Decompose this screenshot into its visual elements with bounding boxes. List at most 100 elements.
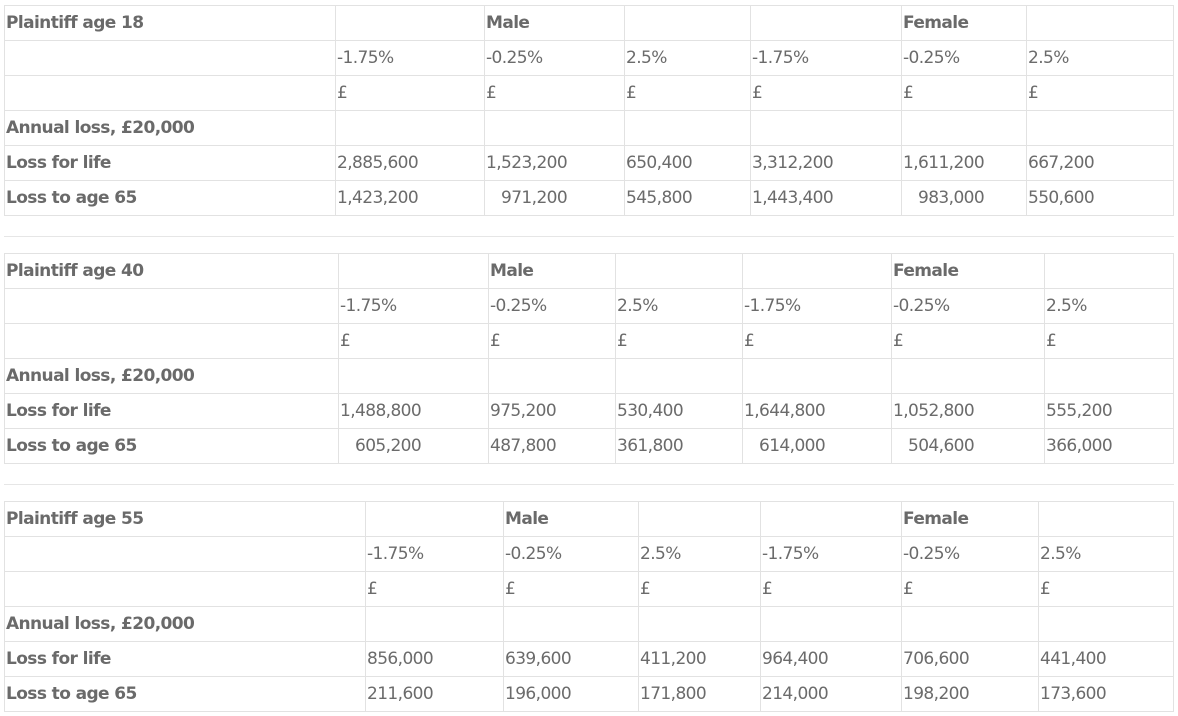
table-row: Loss to age 65 211,600 196,000 171,800 2…	[4, 676, 1174, 712]
value-cell: 214,000	[760, 676, 902, 712]
male-group-header: Male	[488, 253, 616, 289]
value-cell: 196,000	[503, 676, 639, 712]
table-title: Plaintiff age 18	[4, 5, 336, 41]
table-row: Annual loss, £20,000	[4, 606, 1174, 642]
value-cell	[760, 606, 902, 642]
empty-cell	[338, 253, 489, 289]
empty-cell	[335, 5, 485, 41]
value-cell	[338, 358, 489, 394]
rate-cell: -1.75%	[365, 536, 504, 572]
value-cell	[1038, 606, 1174, 642]
table-divider	[4, 484, 1174, 485]
female-group-header: Female	[891, 253, 1045, 289]
empty-cell	[4, 40, 336, 76]
value-cell: 411,200	[638, 641, 761, 677]
value-cell: 1,423,200	[335, 180, 485, 216]
value-cell	[615, 358, 743, 394]
value-cell	[891, 358, 1045, 394]
row-label: Loss for life	[4, 145, 336, 181]
male-group-header: Male	[484, 5, 625, 41]
currency-cell: £	[484, 75, 625, 111]
empty-cell	[615, 253, 743, 289]
value-cell: 706,600	[901, 641, 1039, 677]
rate-row: -1.75% -0.25% 2.5% -1.75% -0.25% 2.5%	[4, 536, 1174, 572]
table-title: Plaintiff age 40	[4, 253, 339, 289]
value-cell	[484, 110, 625, 146]
row-label: Loss to age 65	[4, 180, 336, 216]
empty-cell	[4, 75, 336, 111]
row-label: Loss to age 65	[4, 676, 366, 712]
empty-cell	[4, 323, 339, 359]
rate-row: -1.75% -0.25% 2.5% -1.75% -0.25% 2.5%	[4, 40, 1174, 76]
value-cell: 614,000	[742, 428, 892, 464]
currency-cell: £	[1026, 75, 1174, 111]
value-cell	[365, 606, 504, 642]
row-label: Loss for life	[4, 393, 339, 429]
value-cell: 983,000	[901, 180, 1027, 216]
rate-cell: -1.75%	[338, 288, 489, 324]
currency-cell: £	[615, 323, 743, 359]
rate-cell: 2.5%	[615, 288, 743, 324]
value-cell: 650,400	[624, 145, 751, 181]
value-cell: 173,600	[1038, 676, 1174, 712]
rate-cell: -0.25%	[901, 536, 1039, 572]
value-cell: 856,000	[365, 641, 504, 677]
rate-cell: -0.25%	[503, 536, 639, 572]
currency-cell: £	[760, 571, 902, 607]
empty-cell	[638, 501, 761, 537]
value-cell	[750, 110, 902, 146]
empty-cell	[624, 5, 751, 41]
empty-cell	[1026, 5, 1174, 41]
empty-cell	[1038, 501, 1174, 537]
currency-cell: £	[1044, 323, 1174, 359]
rate-row: -1.75% -0.25% 2.5% -1.75% -0.25% 2.5%	[4, 288, 1174, 324]
table-title-row: Plaintiff age 18 Male Female	[4, 5, 1174, 41]
table-row: Loss for life 856,000 639,600 411,200 96…	[4, 641, 1174, 677]
loss-table-age-18: Plaintiff age 18 Male Female -1.75% -0.2…	[4, 5, 1174, 216]
value-cell: 3,312,200	[750, 145, 902, 181]
row-label: Loss for life	[4, 641, 366, 677]
loss-table-age-55: Plaintiff age 55 Male Female -1.75% -0.2…	[4, 501, 1174, 712]
table-row: Loss to age 65 1,423,200 971,200 545,800…	[4, 180, 1174, 216]
table-row: Annual loss, £20,000	[4, 358, 1174, 394]
value-cell: 975,200	[488, 393, 616, 429]
value-cell: 545,800	[624, 180, 751, 216]
value-cell: 971,200	[484, 180, 625, 216]
value-cell: 171,800	[638, 676, 761, 712]
empty-cell	[760, 501, 902, 537]
value-cell: 2,885,600	[335, 145, 485, 181]
value-cell	[1026, 110, 1174, 146]
value-cell	[742, 358, 892, 394]
rate-cell: -1.75%	[335, 40, 485, 76]
rate-cell: -1.75%	[742, 288, 892, 324]
row-label: Annual loss, £20,000	[4, 110, 336, 146]
value-cell: 964,400	[760, 641, 902, 677]
value-cell	[1044, 358, 1174, 394]
currency-cell: £	[901, 571, 1039, 607]
empty-cell	[4, 536, 366, 572]
currency-row: £ £ £ £ £ £	[4, 75, 1174, 111]
currency-cell: £	[503, 571, 639, 607]
value-cell: 667,200	[1026, 145, 1174, 181]
value-cell	[624, 110, 751, 146]
table-divider	[4, 236, 1174, 237]
rate-cell: -1.75%	[750, 40, 902, 76]
currency-cell: £	[1038, 571, 1174, 607]
rate-cell: -0.25%	[484, 40, 625, 76]
value-cell: 605,200	[338, 428, 489, 464]
rate-cell: -1.75%	[760, 536, 902, 572]
table-row: Loss for life 2,885,600 1,523,200 650,40…	[4, 145, 1174, 181]
currency-cell: £	[338, 323, 489, 359]
value-cell: 487,800	[488, 428, 616, 464]
table-title: Plaintiff age 55	[4, 501, 366, 537]
value-cell: 555,200	[1044, 393, 1174, 429]
value-cell: 1,488,800	[338, 393, 489, 429]
value-cell: 441,400	[1038, 641, 1174, 677]
currency-cell: £	[365, 571, 504, 607]
row-label: Loss to age 65	[4, 428, 339, 464]
value-cell: 198,200	[901, 676, 1039, 712]
value-cell	[638, 606, 761, 642]
currency-cell: £	[488, 323, 616, 359]
row-label: Annual loss, £20,000	[4, 606, 366, 642]
rate-cell: -0.25%	[901, 40, 1027, 76]
